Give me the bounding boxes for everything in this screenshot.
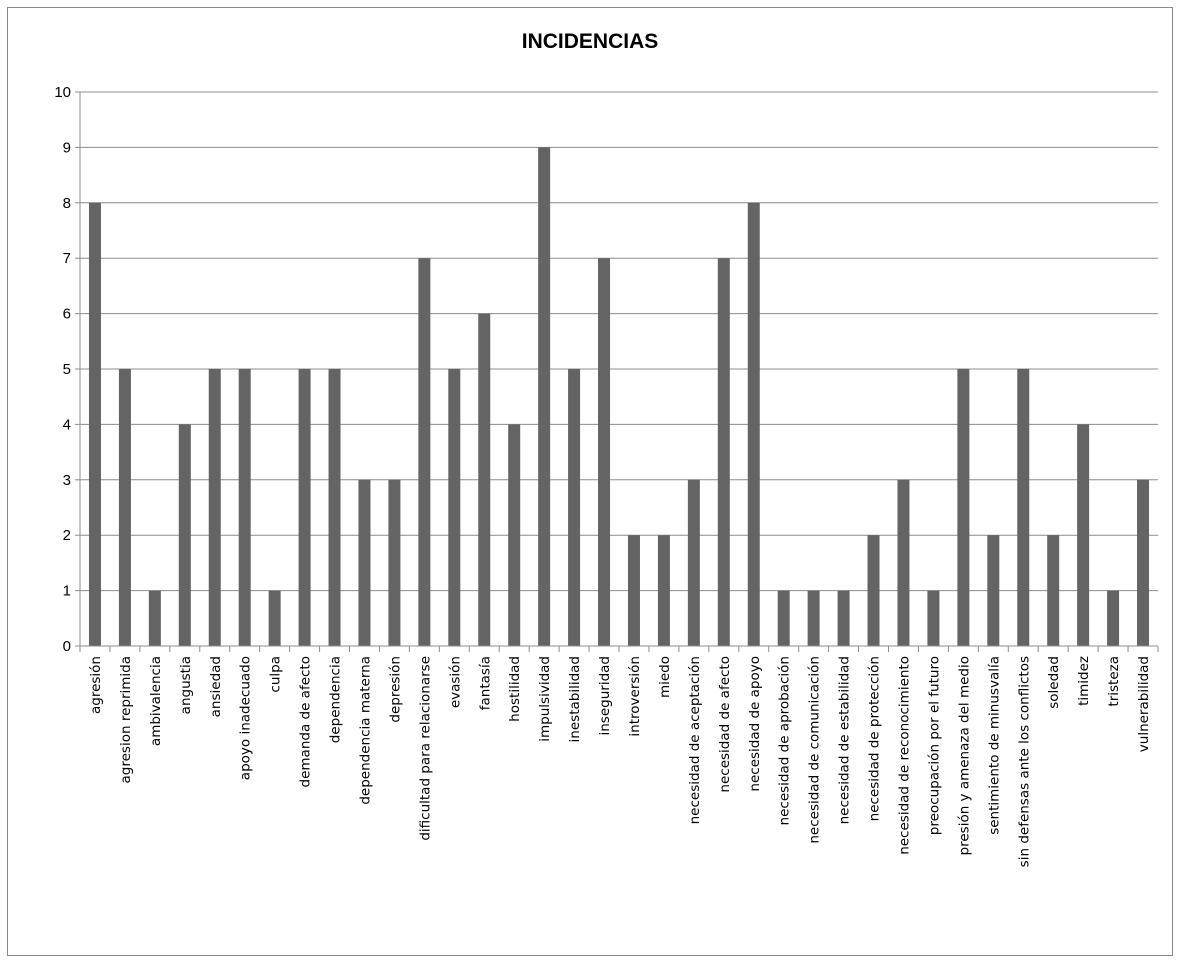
bar bbox=[538, 147, 551, 646]
category-label: soledad bbox=[1046, 656, 1062, 709]
category-label: timidez bbox=[1076, 656, 1092, 706]
chart-title: INCIDENCIAS bbox=[521, 30, 659, 53]
bars bbox=[88, 147, 1150, 647]
category-label: dependencia materna bbox=[357, 656, 373, 805]
bar bbox=[358, 479, 371, 646]
bar bbox=[987, 535, 1000, 646]
bar bbox=[448, 369, 461, 646]
bar bbox=[88, 202, 101, 647]
bar bbox=[897, 479, 910, 646]
y-tick-label: 6 bbox=[63, 306, 71, 323]
y-tick-label: 5 bbox=[63, 361, 71, 378]
chart-frame bbox=[7, 7, 1173, 956]
bar bbox=[657, 535, 670, 646]
bar bbox=[747, 202, 760, 647]
bar bbox=[777, 590, 790, 646]
category-label: inestabilidad bbox=[567, 656, 583, 742]
y-tick-label: 10 bbox=[54, 84, 71, 101]
category-label: necesidad de protección bbox=[867, 656, 883, 821]
bar bbox=[568, 369, 581, 646]
category-label: tristeza bbox=[1106, 656, 1122, 707]
bar bbox=[717, 258, 730, 646]
bar bbox=[208, 369, 221, 646]
bar bbox=[927, 590, 940, 646]
category-label: necesidad de comunicación bbox=[807, 656, 823, 844]
bar bbox=[1137, 479, 1150, 646]
category-label: necesidad de apoyo bbox=[747, 656, 763, 792]
category-label: impulsividad bbox=[537, 656, 553, 742]
category-label: necesidad de afecto bbox=[717, 656, 733, 793]
category-label: fantasía bbox=[477, 656, 493, 710]
bar bbox=[178, 424, 191, 646]
bar bbox=[687, 479, 700, 646]
bar bbox=[627, 535, 640, 646]
bar bbox=[238, 369, 251, 646]
category-labels: agresión agresion reprimida ambivalencia an… bbox=[88, 656, 1152, 867]
category-label: preocupación por el futuro bbox=[926, 656, 942, 835]
category-label: apoyo inadecuado bbox=[238, 656, 254, 780]
category-label: agresión bbox=[88, 656, 104, 714]
bar bbox=[508, 424, 521, 646]
category-label: hostilidad bbox=[507, 656, 523, 722]
y-tick-label: 1 bbox=[63, 583, 71, 600]
category-label: demanda de afecto bbox=[298, 656, 314, 787]
category-label: introversión bbox=[627, 656, 643, 737]
category-label: vulnerabilidad bbox=[1136, 656, 1152, 752]
category-label: agresion reprimida bbox=[118, 656, 134, 783]
y-tick-label: 9 bbox=[63, 139, 71, 156]
category-label: depresión bbox=[387, 656, 403, 723]
category-label: presión y amenaza del medio bbox=[956, 656, 972, 855]
bar bbox=[957, 369, 970, 646]
y-tick-label: 3 bbox=[63, 472, 71, 489]
bar bbox=[328, 369, 341, 646]
category-label: ansiedad bbox=[208, 656, 224, 717]
axes: 0 1 2 3 4 5 6 7 8 9 10 bbox=[54, 84, 1159, 655]
bar bbox=[1077, 424, 1090, 646]
y-tick-label: 2 bbox=[63, 527, 71, 544]
category-label: sin defensas ante los conflictos bbox=[1016, 656, 1032, 867]
bar bbox=[388, 479, 401, 646]
gridlines bbox=[80, 91, 1158, 592]
category-label: ambivalencia bbox=[148, 656, 164, 746]
category-label: dificultad para relacionarse bbox=[417, 656, 433, 841]
category-label: angustia bbox=[178, 656, 194, 714]
bar bbox=[418, 258, 431, 646]
bar bbox=[268, 590, 281, 646]
category-label: sentimiento de minusvalía bbox=[986, 656, 1002, 835]
y-tick-label: 8 bbox=[63, 195, 71, 212]
bar bbox=[1017, 369, 1030, 646]
y-tick-label: 4 bbox=[63, 416, 71, 433]
category-label: necesidad de aceptación bbox=[687, 656, 703, 824]
bar bbox=[867, 535, 880, 646]
bar bbox=[1107, 590, 1120, 646]
category-label: necesidad de aprobación bbox=[777, 656, 793, 825]
bar bbox=[598, 258, 611, 646]
y-tick-label: 7 bbox=[63, 250, 71, 267]
category-label: inseguridad bbox=[597, 656, 613, 735]
category-label: culpa bbox=[268, 656, 284, 693]
bar bbox=[478, 313, 491, 646]
category-label: necesidad de reconocimiento bbox=[896, 656, 912, 855]
y-tick-label: 0 bbox=[63, 638, 71, 655]
bar bbox=[118, 369, 131, 646]
category-label: necesidad de estabilidad bbox=[837, 656, 853, 824]
bar bbox=[148, 590, 161, 646]
category-label: miedo bbox=[657, 656, 673, 698]
bar bbox=[837, 590, 850, 646]
bar bbox=[1047, 535, 1060, 646]
category-label: evasión bbox=[447, 656, 463, 708]
bar bbox=[298, 369, 311, 646]
category-label: dependencia bbox=[328, 656, 344, 743]
bar bbox=[807, 590, 820, 646]
